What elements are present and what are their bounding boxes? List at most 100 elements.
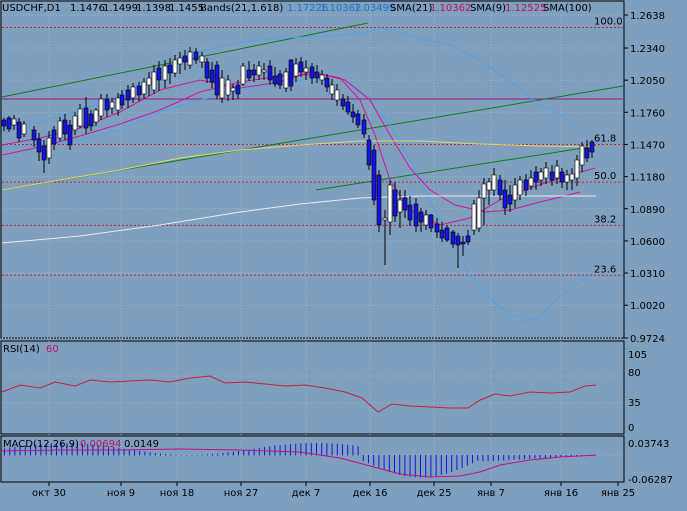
candle-body-83 (439, 229, 445, 239)
sma9-line (1, 71, 596, 226)
macd-bar-86 (451, 455, 453, 472)
macd-bar-38 (201, 454, 203, 456)
candle-body-77 (407, 204, 413, 221)
candle-body-100 (528, 177, 534, 187)
price-label-5: 1.1180 (630, 173, 665, 184)
macd-bar-21 (113, 447, 115, 456)
macd-bar-78 (409, 455, 411, 477)
candle-body-91 (481, 183, 487, 199)
time-label-0: окт 30 (32, 488, 66, 499)
macd-bar-54 (284, 444, 286, 456)
macd-bar-92 (482, 455, 484, 462)
candle-body-85 (450, 231, 456, 245)
main-panel-frame (0, 0, 625, 339)
macd-bar-65 (342, 444, 343, 456)
price-label-6: 1.0890 (630, 205, 665, 216)
macd-bar-83 (435, 455, 437, 477)
macd-bar-67 (352, 445, 354, 456)
candle-body-2 (11, 118, 17, 126)
candlesticks[interactable] (1, 47, 595, 268)
candle-body-26 (141, 81, 147, 95)
macd-bar-62 (326, 443, 328, 456)
macd-bar-85 (446, 455, 447, 474)
macd-bar-11 (61, 443, 63, 456)
macd-bar-64 (336, 443, 338, 456)
macd-bar-25 (134, 450, 135, 456)
candle-body-21 (115, 97, 121, 111)
bands-upper-value: 1.17226 (287, 3, 328, 14)
fibo-label-1: 61.8 (594, 133, 616, 144)
candle-body-102 (538, 171, 544, 181)
candle-body-106 (559, 171, 565, 183)
macd-bar-74 (388, 455, 390, 472)
candle-body-79 (418, 211, 424, 223)
candle-body-3 (16, 121, 22, 139)
candle-body-18 (98, 98, 104, 117)
macd-bar-84 (440, 455, 442, 475)
candle-body-110 (579, 145, 585, 166)
grid-lines (2, 2, 623, 481)
macd-bar-99 (518, 455, 520, 460)
candle-body-22 (119, 94, 125, 106)
candle-body-70 (371, 149, 377, 201)
fibo-label-4: 23.6 (594, 264, 616, 275)
candle-body-25 (136, 85, 142, 96)
sma9-value: 1.12525 (505, 3, 546, 14)
macd-bar-19 (102, 445, 104, 456)
macd-bar-14 (76, 443, 78, 456)
candle-body-9 (51, 129, 57, 145)
time-label-4: дек 7 (292, 488, 321, 499)
rsi-label: RSI(14) (3, 344, 40, 355)
macd-bar-28 (149, 452, 151, 456)
candle-body-27 (146, 77, 152, 86)
fibo-label-3: 38.2 (594, 214, 616, 225)
candle-body-35 (187, 51, 193, 66)
macd-bar-61 (321, 443, 323, 456)
candle-body-16 (88, 113, 94, 127)
candle-body-50 (267, 65, 273, 81)
macd-bar-30 (160, 453, 161, 456)
fibo-label-2: 50.0 (594, 171, 616, 182)
macd-bar-90 (472, 455, 473, 464)
price-label-4: 1.1470 (630, 140, 665, 151)
macd-bar-35 (186, 454, 187, 456)
macd-bar-45 (238, 450, 239, 456)
macd-bar-7 (40, 443, 42, 456)
macd-bar-96 (503, 455, 505, 461)
macd-bar-59 (310, 443, 312, 456)
time-axis: окт 30 ноя 9 ноя 18 ноя 27 дек 7 дек 16 дек 25… (32, 482, 635, 499)
sma100-label: SMA(100) (543, 3, 592, 14)
time-label-7: янв 7 (477, 488, 505, 499)
candle-body-38 (204, 61, 210, 79)
macd-bar-73 (383, 455, 385, 470)
candle-body-30 (162, 65, 168, 81)
candle-body-93 (491, 174, 497, 191)
macd-bar-10 (56, 443, 57, 456)
price-label-8: 1.0310 (630, 269, 665, 280)
candle-body-92 (486, 181, 492, 191)
candle-body-89 (471, 203, 477, 231)
candle-body-32 (172, 59, 178, 74)
candle-body-34 (182, 55, 188, 63)
candle-body-23 (125, 89, 131, 101)
macd-bar-66 (347, 444, 349, 456)
macd-bar-82 (430, 455, 432, 477)
fibonacci-labels: 100.0 61.8 50.0 38.2 23.6 (594, 17, 623, 276)
macd-bar-105 (550, 455, 551, 458)
candle-body-29 (156, 67, 162, 81)
candle-body-88 (465, 235, 471, 243)
price-label-7: 1.0600 (630, 237, 665, 248)
rsi-polyline (1, 375, 597, 413)
price-axis: 1.2638 1.2340 1.2050 1.1760 1.1470 1.1180 1.08… (624, 11, 665, 345)
candle-body-67 (355, 113, 361, 126)
macd-value-signal: 0.0149 (124, 439, 159, 450)
macd-bar-75 (394, 455, 395, 474)
candle-body-20 (109, 101, 115, 109)
macd-bar-98 (513, 455, 515, 460)
candle-body-31 (167, 64, 173, 74)
macd-bar-81 (425, 455, 427, 478)
rsi-panel-frame (0, 340, 625, 435)
macd-bar-9 (50, 443, 52, 456)
candle-body-44 (235, 84, 241, 95)
